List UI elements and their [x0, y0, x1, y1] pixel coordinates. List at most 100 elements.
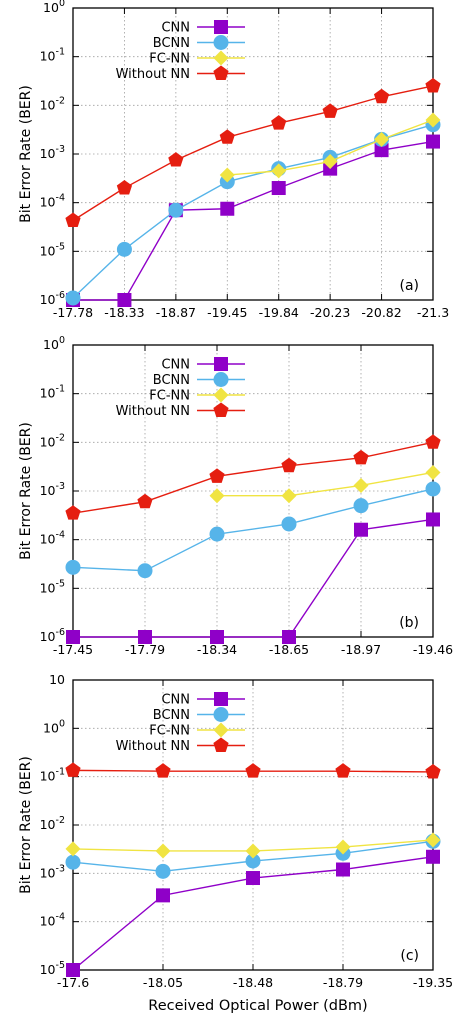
- legend-label: BCNN: [153, 708, 190, 723]
- y-tick-label: 10-4: [40, 530, 65, 547]
- data-point: [219, 129, 235, 144]
- x-tick-label: -21.3: [417, 305, 449, 320]
- y-tick-label: 10-1: [40, 47, 65, 64]
- data-point: [137, 493, 153, 509]
- data-point: [155, 863, 171, 879]
- data-point: [209, 526, 225, 542]
- data-point: [425, 434, 441, 449]
- series-line: [72, 85, 434, 222]
- y-tick-label: 10-5: [40, 578, 65, 595]
- data-point: [425, 112, 441, 128]
- y-axis-label: Bit Error Rate (BER): [18, 422, 34, 560]
- y-tick-label: 100: [43, 718, 65, 735]
- data-point: [168, 152, 184, 167]
- data-point: [65, 762, 81, 777]
- data-point: [155, 843, 171, 859]
- series-bcnn: [65, 481, 441, 579]
- data-point: [336, 862, 350, 877]
- data-point: [425, 763, 441, 779]
- data-point: [374, 131, 390, 147]
- x-tick-label: -17.45: [53, 642, 93, 657]
- x-tick-label: -17.79: [125, 642, 165, 657]
- x-tick-label: -17.78: [53, 305, 93, 320]
- data-point: [374, 143, 389, 158]
- data-point: [209, 488, 225, 504]
- legend-marker: [213, 372, 229, 387]
- legend-marker: [213, 35, 229, 50]
- series-without-nn: [65, 762, 441, 779]
- data-point: [271, 115, 287, 130]
- y-tick-label: 10-3: [40, 481, 65, 498]
- y-tick-label: 10-6: [40, 627, 65, 644]
- legend-label: Without NN: [116, 67, 190, 82]
- y-axis-label: Bit Error Rate (BER): [18, 756, 34, 894]
- legend-label: BCNN: [153, 36, 190, 51]
- data-point: [354, 522, 368, 537]
- y-tick-label: 10-4: [40, 193, 65, 210]
- x-tick-label: -18.33: [104, 305, 144, 320]
- data-point: [219, 167, 235, 183]
- legend-marker: [213, 722, 229, 738]
- legend-label: CNN: [161, 693, 190, 708]
- data-point: [65, 212, 81, 227]
- legend-label: BCNN: [153, 373, 190, 388]
- x-tick-label: -18.79: [323, 975, 363, 990]
- y-tick-label: 10-5: [40, 241, 65, 258]
- chart-panel-c: 10-5 10-4 10-3 10-2 10-1 100 10 -17.6 -18.05 -18.…: [18, 672, 453, 990]
- data-point: [156, 888, 170, 903]
- legend-label: FC-NN: [149, 389, 190, 404]
- data-point: [425, 481, 441, 497]
- legend-marker: [213, 402, 229, 417]
- series-without-nn: [65, 434, 441, 520]
- y-axis-label: Bit Error Rate (BER): [18, 85, 34, 223]
- x-tick-label: -18.34: [197, 642, 237, 657]
- y-tick-label: 10-1: [40, 384, 65, 401]
- series-line: [73, 518, 434, 638]
- data-point: [353, 477, 369, 493]
- x-tick-label: -18.05: [143, 975, 183, 990]
- panel-label: (c): [400, 948, 419, 964]
- y-tick-label: 100: [43, 335, 65, 352]
- y-tick-label: 10-3: [40, 863, 65, 880]
- data-point: [425, 464, 441, 480]
- legend-label: Without NN: [116, 404, 190, 419]
- data-point: [138, 630, 152, 644]
- series-fc-nn: [219, 112, 441, 183]
- x-tick-label: -18.97: [341, 642, 381, 657]
- data-point: [426, 849, 440, 864]
- y-tick-label: 10-1: [40, 767, 65, 784]
- legend-marker: [214, 692, 228, 706]
- data-point: [335, 763, 351, 778]
- y-tick-label: 10-2: [40, 815, 65, 832]
- data-point: [245, 763, 261, 778]
- chart-panel-b: 10-6 10-5 10-4 10-3 10-2 10-1 100 -17.45 -17.79 -…: [18, 335, 453, 657]
- data-point: [322, 154, 338, 170]
- data-point: [281, 516, 297, 532]
- legend-marker: [213, 737, 229, 752]
- data-point: [65, 559, 81, 575]
- y-tick-label: 10-5: [40, 960, 65, 977]
- data-point: [117, 293, 132, 307]
- data-point: [425, 832, 441, 848]
- series-line: [73, 140, 434, 301]
- series-cnn: [66, 849, 440, 977]
- data-point: [65, 290, 81, 306]
- data-point: [246, 871, 260, 886]
- x-tick-label: -18.65: [269, 642, 309, 657]
- data-point: [66, 963, 80, 977]
- data-point: [168, 202, 184, 218]
- data-point: [66, 630, 80, 644]
- legend-marker: [213, 387, 229, 403]
- series-without-nn: [65, 77, 441, 227]
- data-point: [322, 103, 338, 118]
- data-point: [65, 841, 81, 857]
- panel-label: (a): [399, 278, 419, 294]
- y-tick-label: 10-4: [40, 912, 65, 929]
- legend-label: CNN: [161, 358, 190, 373]
- data-point: [373, 88, 390, 104]
